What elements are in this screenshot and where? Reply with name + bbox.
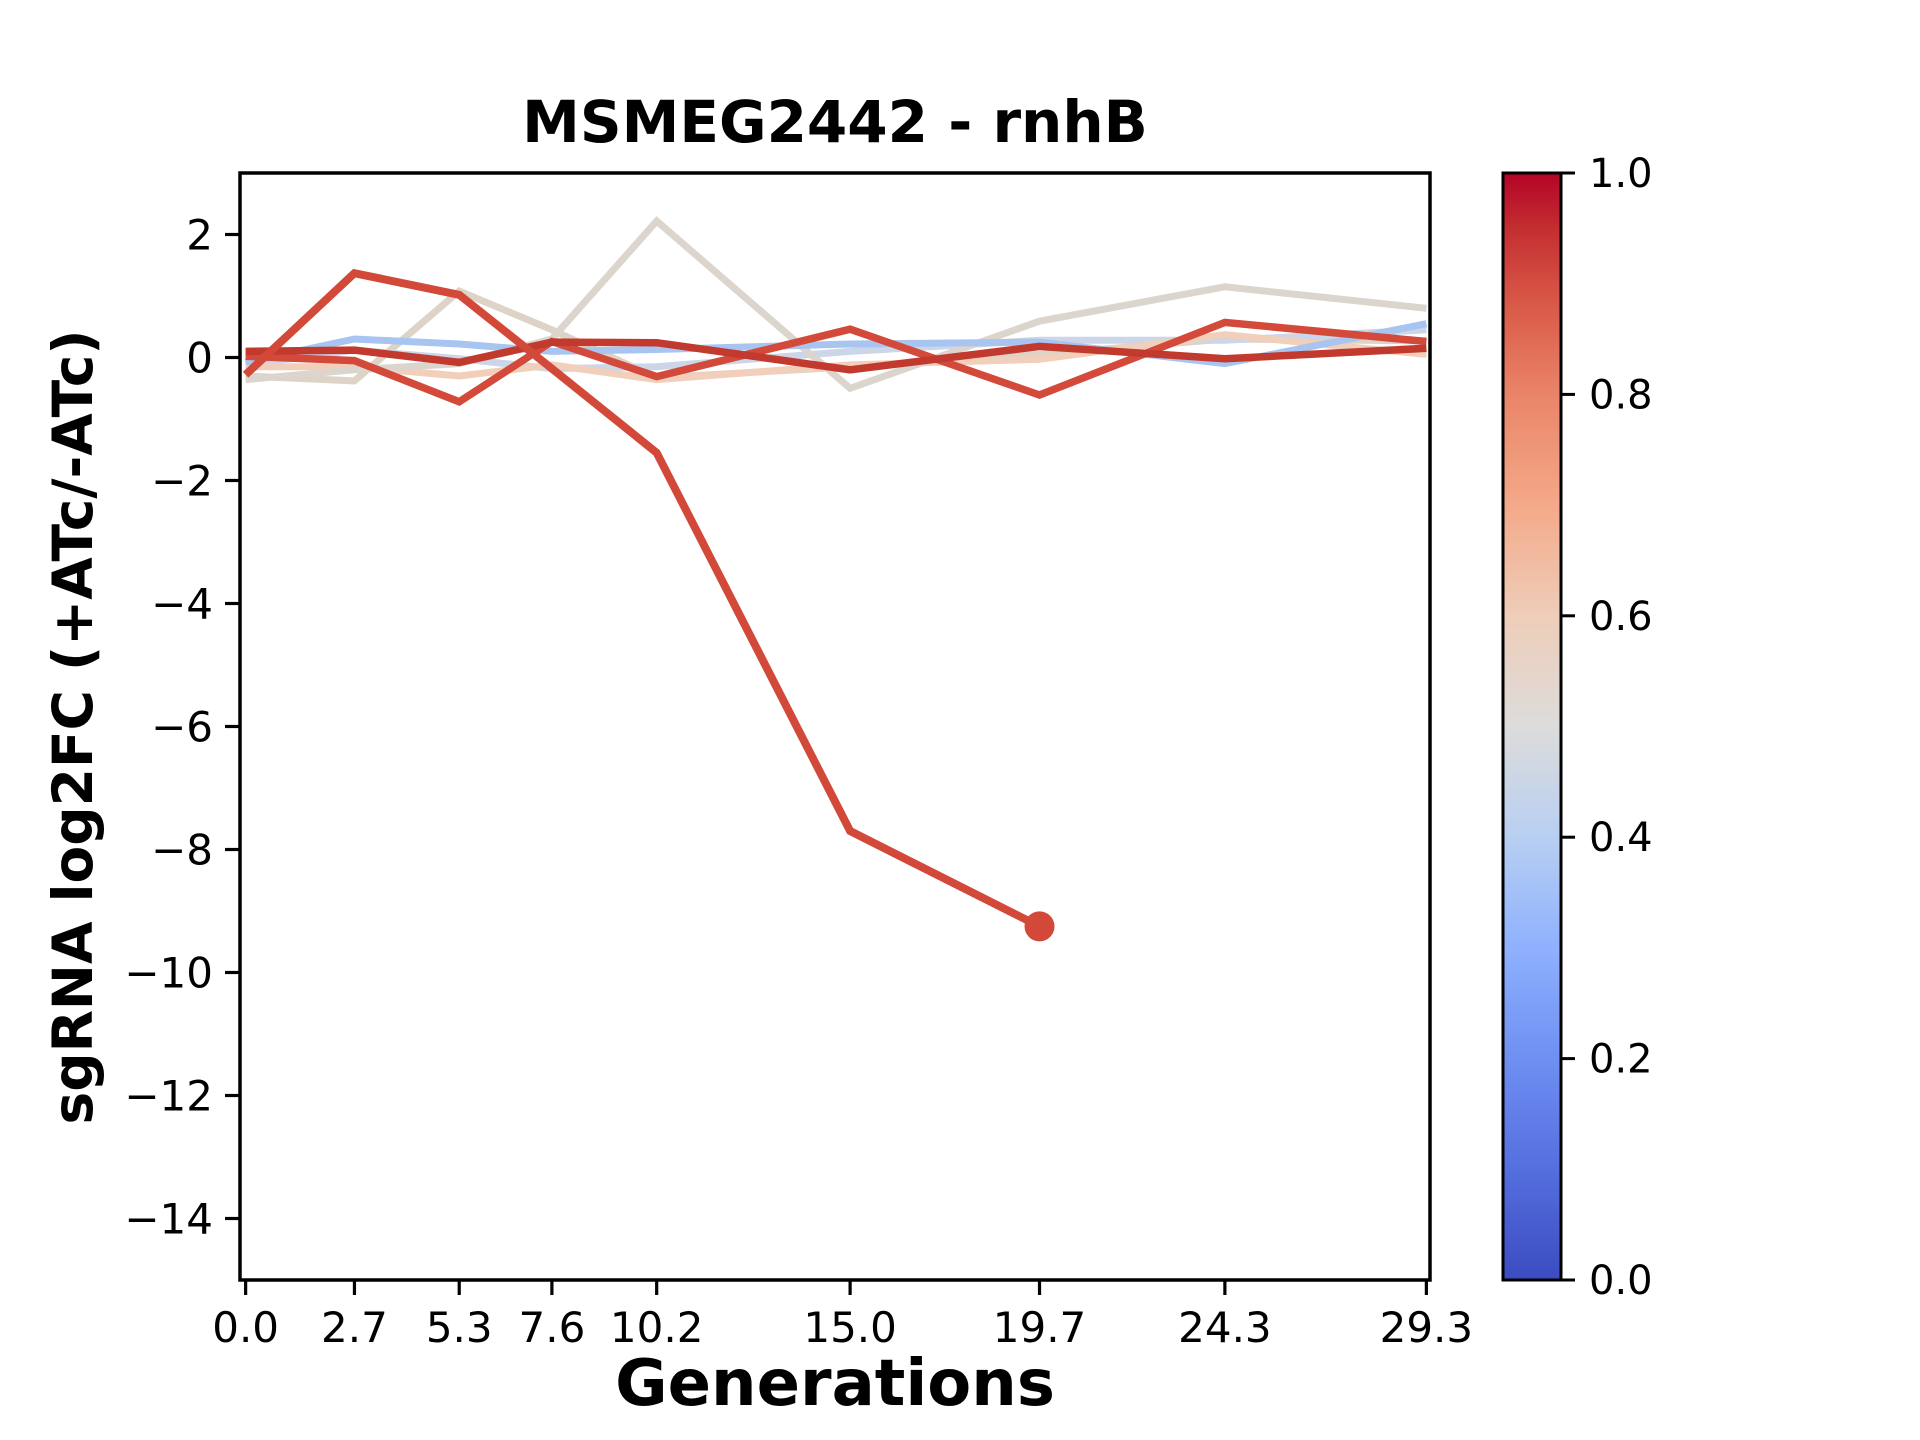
colorbar-tick-label: 0.0 xyxy=(1589,1258,1653,1304)
series-line-sgrna-highlight xyxy=(242,268,1042,930)
series-line-sgrna-dark-red xyxy=(245,338,1427,374)
y-axis-label: sgRNA log2FC (+ATc/-ATc) xyxy=(41,329,105,1124)
x-tick-label: 7.6 xyxy=(519,1303,586,1352)
y-tick-label: −14 xyxy=(124,1195,213,1244)
x-tick-label: 19.7 xyxy=(993,1303,1087,1352)
series-line-sgrna-gray xyxy=(245,216,1427,393)
y-tick-label: 2 xyxy=(186,211,213,260)
colorbar-tick-label: 0.2 xyxy=(1589,1037,1653,1083)
y-tick-label: −4 xyxy=(151,580,213,629)
y-tick-label: −12 xyxy=(124,1072,213,1121)
y-tick-label: −10 xyxy=(124,949,213,998)
x-tick-label: 2.7 xyxy=(321,1303,388,1352)
y-tick-label: −2 xyxy=(151,457,213,506)
series-line-sgrna-red-zigzag xyxy=(245,318,1427,406)
series-lines xyxy=(242,216,1428,942)
axes: 0.0 2.7 5.3 7.6 10.2 15.0 19.7 24.3 29.3 2 0 −2 −4 −6… xyxy=(124,171,1474,1352)
x-tick-label: 15.0 xyxy=(803,1303,897,1352)
x-tick-label: 24.3 xyxy=(1178,1303,1272,1352)
colorbar: 1.0 0.8 0.6 0.4 0.2 0.0 xyxy=(1501,151,1653,1304)
y-tick-label: −6 xyxy=(151,703,213,752)
x-axis-label: Generations xyxy=(615,1347,1055,1421)
colorbar-tick-label: 0.8 xyxy=(1589,372,1653,418)
y-tick-label: −8 xyxy=(151,826,213,875)
x-tick-label: 5.3 xyxy=(426,1303,493,1352)
series-endpoint-marker xyxy=(1024,911,1055,942)
x-tick-label: 10.2 xyxy=(610,1303,704,1352)
colorbar-tick-label: 1.0 xyxy=(1589,151,1653,197)
colorbar-tick-label: 0.4 xyxy=(1589,815,1653,861)
x-tick-label: 29.3 xyxy=(1380,1303,1474,1352)
y-tick-label: 0 xyxy=(186,334,213,383)
x-tick-label: 0.0 xyxy=(212,1303,279,1352)
colorbar-tick-label: 0.6 xyxy=(1589,594,1653,640)
colorbar-gradient xyxy=(1501,171,1563,1282)
chart-title: MSMEG2442 - rnhB xyxy=(522,88,1148,156)
